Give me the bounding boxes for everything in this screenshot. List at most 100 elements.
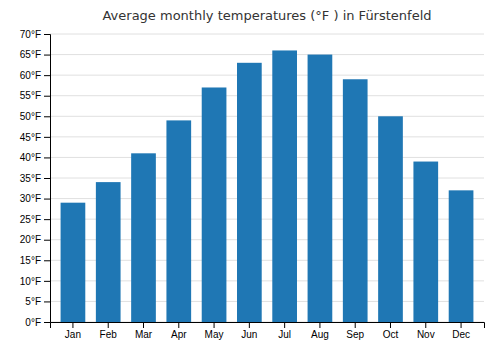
bar <box>449 190 474 322</box>
tick-label: Aug <box>311 329 329 340</box>
axis-line <box>44 35 51 323</box>
tick-mark <box>72 322 73 328</box>
tick-label: Jul <box>278 329 291 340</box>
tick-mark <box>249 322 250 328</box>
tick-label: 15°F <box>20 255 41 266</box>
tick: 0°F <box>25 317 50 328</box>
tick-mark <box>44 96 50 97</box>
grid-line <box>50 136 484 137</box>
tick-label: 55°F <box>20 90 41 101</box>
plot-area: 0°F 5°F 10°F 15°F 20°F 25°F 30°F 35°F 40°F 45°F 50… <box>20 29 485 340</box>
tick-mark <box>44 301 50 302</box>
bar <box>131 153 156 322</box>
tick-label: Nov <box>417 329 435 340</box>
grid-line <box>50 116 484 117</box>
tick-mark <box>44 199 50 200</box>
grid <box>50 34 484 322</box>
tick-label: 50°F <box>20 111 41 122</box>
tick-label: 35°F <box>20 173 41 184</box>
tick-mark <box>214 322 215 328</box>
tick: Oct <box>383 322 399 340</box>
bar <box>202 87 227 322</box>
tick: 55°F <box>20 90 50 101</box>
bar <box>96 182 121 322</box>
tick-label: 45°F <box>20 132 41 143</box>
tick: 65°F <box>20 49 50 60</box>
tick: Sep <box>346 322 364 340</box>
tick: Apr <box>171 322 187 340</box>
x-axis: Jan Feb Mar Apr May Jun Jul Aug Sep Oct Nov Dec <box>51 322 485 340</box>
tick: Nov <box>417 322 435 340</box>
tick: 25°F <box>20 214 50 225</box>
bar <box>61 203 86 322</box>
tick: 35°F <box>20 173 50 184</box>
bars <box>61 50 474 322</box>
tick: 15°F <box>20 255 50 266</box>
tick: 10°F <box>20 276 50 287</box>
tick: 40°F <box>20 152 50 163</box>
tick-label: 25°F <box>20 214 41 225</box>
tick-label: 60°F <box>20 70 41 81</box>
tick: Dec <box>452 322 470 340</box>
tick-label: 5°F <box>25 296 41 307</box>
title: Average monthly temperatures (°F ) in Fü… <box>102 8 431 23</box>
tick-mark <box>108 322 109 328</box>
bar <box>343 79 368 322</box>
tick-label: 0°F <box>25 317 41 328</box>
tick: Jul <box>278 322 291 340</box>
tick: 60°F <box>20 70 50 81</box>
tick-mark <box>44 322 50 323</box>
tick-mark <box>44 219 50 220</box>
bar <box>308 55 333 322</box>
tick-label: Oct <box>383 329 399 340</box>
tick: Feb <box>100 322 118 340</box>
tick-mark <box>355 322 356 328</box>
tick-label: Mar <box>135 329 153 340</box>
tick-mark <box>44 55 50 56</box>
tick-label: Jun <box>241 329 257 340</box>
tick-mark <box>44 75 50 76</box>
tick-mark <box>178 322 179 328</box>
chart: 0°F 5°F 10°F 15°F 20°F 25°F 30°F 35°F 40°F 45°F 50… <box>0 0 500 350</box>
tick-label: 70°F <box>20 29 41 40</box>
tick-mark <box>390 322 391 328</box>
tick-label: 10°F <box>20 276 41 287</box>
tick-mark <box>425 322 426 328</box>
tick: 5°F <box>25 296 50 307</box>
tick-label: Jan <box>65 329 81 340</box>
tick: 30°F <box>20 193 50 204</box>
tick: 70°F <box>20 29 50 40</box>
grid-line <box>50 95 484 96</box>
tick-label: 20°F <box>20 234 41 245</box>
tick-label: Sep <box>346 329 364 340</box>
tick-mark <box>319 322 320 328</box>
tick-mark <box>44 240 50 241</box>
tick-mark <box>44 34 50 35</box>
tick: 50°F <box>20 111 50 122</box>
bar <box>272 50 297 322</box>
tick-mark <box>44 281 50 282</box>
tick-label: 40°F <box>20 152 41 163</box>
tick-mark <box>44 260 50 261</box>
bar <box>378 116 403 322</box>
tick-mark <box>44 178 50 179</box>
grid-line <box>50 75 484 76</box>
y-axis: 0°F 5°F 10°F 15°F 20°F 25°F 30°F 35°F 40°F 45°F 50… <box>20 29 51 328</box>
tick: May <box>205 322 224 340</box>
tick-label: Dec <box>452 329 470 340</box>
grid-line <box>50 54 484 55</box>
tick-label: May <box>205 329 224 340</box>
tick-label: Feb <box>100 329 118 340</box>
tick-label: 65°F <box>20 49 41 60</box>
tick-mark <box>44 157 50 158</box>
grid-line <box>50 34 484 35</box>
tick: Jun <box>241 322 257 340</box>
bar <box>413 162 438 322</box>
tick: 45°F <box>20 132 50 143</box>
tick: Mar <box>135 322 153 340</box>
tick: Jan <box>65 322 81 340</box>
tick-label: 30°F <box>20 193 41 204</box>
bar <box>237 63 262 322</box>
tick-mark <box>461 322 462 328</box>
tick-mark <box>44 116 50 117</box>
